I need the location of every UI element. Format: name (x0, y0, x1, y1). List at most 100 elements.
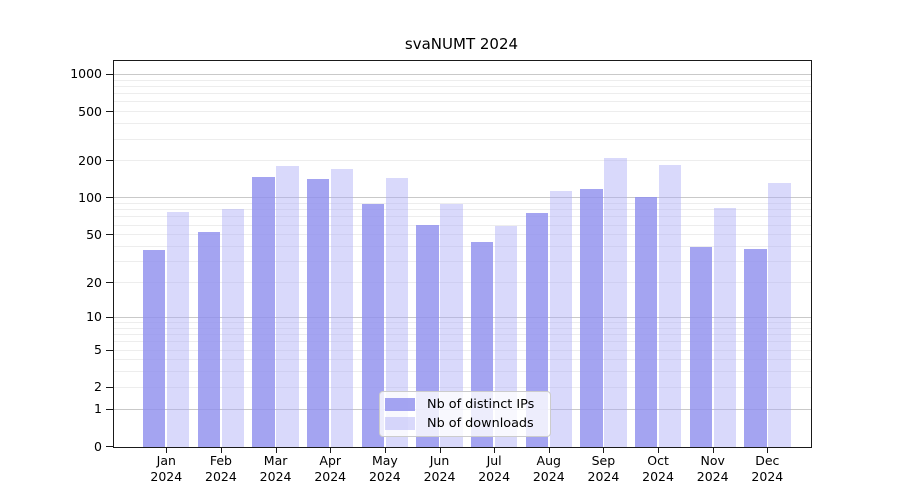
x-label-apr: Apr 2024 (302, 453, 358, 484)
gridline-minor-5 (114, 349, 811, 351)
x-tick-jan (166, 448, 168, 453)
y-tick-50 (106, 234, 113, 236)
legend-swatch-distinct-ips (385, 398, 415, 411)
x-tick-feb (220, 448, 222, 453)
gridline-minor-300 (114, 138, 811, 140)
y-tick-10 (106, 316, 113, 318)
legend-item-distinct-ips: Nb of distinct IPs (380, 397, 550, 412)
x-label-year: 2024 (642, 468, 674, 484)
gridline-minor-800 (114, 85, 811, 87)
gridline-minor-4 (114, 359, 811, 361)
gridline-major-10 (114, 316, 811, 318)
bar-downloads-nov (713, 208, 736, 447)
bar-downloads-oct (658, 164, 682, 447)
x-tick-may (384, 448, 386, 453)
x-label-month: Nov (700, 453, 725, 468)
y-tick-label-2: 2 (94, 379, 102, 395)
gridline-minor-600 (114, 101, 811, 103)
y-tick-5 (106, 349, 113, 351)
bar-downloads-jun (440, 203, 463, 447)
x-label-dec: Dec 2024 (739, 453, 795, 484)
x-label-month: Jun (429, 453, 450, 468)
bar-distinct-ips-jan (143, 250, 166, 447)
gridline-minor-30 (114, 261, 811, 263)
x-label-nov: Nov 2024 (685, 453, 741, 484)
legend-swatch-downloads (385, 417, 415, 430)
x-tick-jul (494, 448, 496, 453)
legend-label-distinct-ips: Nb of distinct IPs (427, 397, 535, 412)
gridline-minor-700 (114, 93, 811, 95)
y-tick-label-200: 200 (78, 152, 102, 168)
gridline-minor-50 (114, 234, 811, 236)
bar-downloads-may (385, 178, 409, 447)
x-label-month: May (371, 453, 398, 468)
plot-area (113, 60, 812, 448)
bar-downloads-feb (221, 208, 245, 447)
bar-distinct-ips-mar (252, 176, 275, 447)
gridline-major-1000 (114, 73, 811, 75)
bar-distinct-ips-sep (580, 188, 603, 447)
gridline-minor-7 (114, 334, 811, 336)
x-label-year: 2024 (478, 468, 511, 484)
y-tick-2 (106, 386, 113, 388)
x-label-sep: Sep 2024 (575, 453, 631, 484)
x-label-aug: Aug 2024 (521, 453, 577, 484)
y-tick-label-5: 5 (94, 342, 102, 357)
bar-distinct-ips-nov (689, 247, 712, 447)
bar-distinct-ips-apr (307, 179, 330, 447)
gridline-minor-90 (114, 203, 811, 205)
x-label-mar: Mar 2024 (248, 453, 304, 484)
y-tick-label-1: 1 (94, 401, 102, 417)
gridline-minor-6 (114, 341, 811, 343)
x-tick-sep (603, 448, 605, 453)
x-label-may: May 2024 (357, 453, 413, 484)
legend-item-downloads: Nb of downloads (380, 416, 550, 431)
bar-downloads-sep (604, 157, 627, 447)
x-label-year: 2024 (751, 468, 784, 484)
x-label-year: 2024 (368, 468, 401, 484)
legend-label-downloads: Nb of downloads (427, 416, 534, 431)
x-label-month: Dec (755, 453, 780, 468)
y-tick-20 (106, 282, 113, 284)
y-tick-label-1000: 1000 (70, 66, 102, 82)
gridline-minor-40 (114, 246, 811, 247)
chart-title: svaNUMT 2024 (404, 35, 519, 53)
gridline-major-100 (114, 197, 811, 199)
bar-distinct-ips-may (361, 204, 385, 447)
x-tick-aug (548, 448, 550, 453)
x-label-month: Aug (536, 453, 561, 468)
x-label-year: 2024 (259, 468, 292, 484)
y-tick-200 (106, 160, 113, 162)
x-label-year: 2024 (423, 468, 456, 484)
y-tick-500 (106, 111, 113, 113)
x-label-month: Sep (591, 453, 616, 468)
legend: Nb of distinct IPs Nb of downloads (379, 391, 551, 437)
x-tick-mar (275, 448, 277, 453)
y-tick-0 (106, 446, 113, 447)
x-label-year: 2024 (696, 468, 729, 484)
x-label-oct: Oct 2024 (630, 453, 686, 484)
gridline-minor-9 (114, 322, 811, 323)
x-label-month: Oct (647, 453, 669, 468)
x-label-month: Feb (209, 453, 232, 468)
bar-distinct-ips-oct (634, 197, 658, 447)
bar-downloads-aug (549, 191, 572, 447)
x-label-month: Jan (156, 453, 176, 468)
bar-downloads-apr (331, 168, 354, 447)
x-tick-jun (439, 448, 441, 453)
x-label-jan: Jan 2024 (138, 453, 194, 484)
bar-downloads-mar (276, 166, 299, 447)
gridline-minor-500 (114, 111, 811, 113)
y-tick-label-10: 10 (86, 309, 102, 325)
gridline-minor-8 (114, 327, 811, 329)
y-tick-1 (106, 408, 113, 410)
x-tick-apr (330, 448, 332, 453)
y-tick-label-100: 100 (78, 189, 102, 205)
gridline-minor-70 (114, 216, 811, 218)
y-tick-1000 (106, 73, 113, 75)
bar-distinct-ips-dec (744, 248, 767, 447)
x-label-feb: Feb 2024 (193, 453, 249, 484)
x-label-year: 2024 (587, 468, 620, 484)
bar-distinct-ips-aug (525, 213, 548, 447)
